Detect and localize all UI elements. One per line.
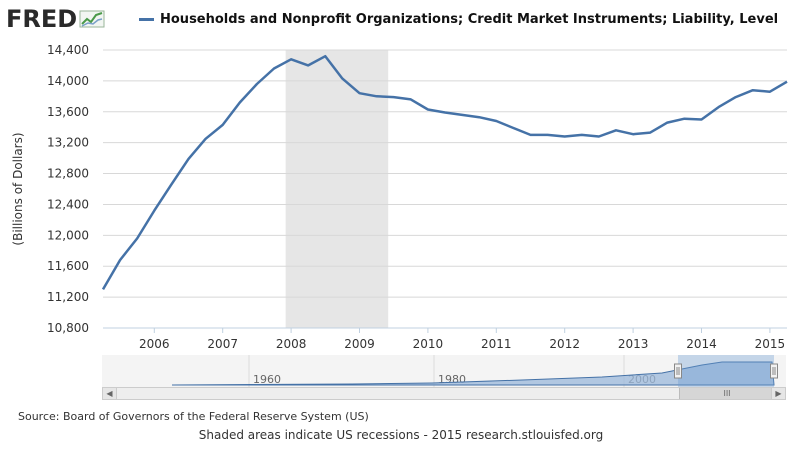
y-tick-label: 12,400	[47, 197, 89, 211]
source-text: Source: Board of Governors of the Federa…	[18, 410, 369, 423]
y-tick-label: 13,200	[47, 136, 89, 150]
x-tick-label: 2012	[549, 337, 580, 351]
x-tick-label: 2013	[618, 337, 649, 351]
navigator-handle	[770, 363, 778, 379]
x-tick-label: 2010	[413, 337, 444, 351]
legend-label: Households and Nonprofit Organizations; …	[160, 11, 779, 27]
y-tick-label: 14,000	[47, 74, 89, 88]
line-chart: 10,800 11,200 11,600 12,000 12,400 12,800 13,2…	[47, 43, 788, 351]
y-tick-label: 12,000	[47, 228, 89, 242]
fred-logo[interactable]: FRED	[6, 4, 105, 34]
logo-text: FRED	[6, 5, 78, 33]
y-tick-label: 12,800	[47, 167, 89, 181]
legend-swatch	[139, 17, 154, 21]
x-tick-label: 2008	[276, 337, 307, 351]
navigator[interactable]: 196019802000	[102, 355, 786, 387]
y-tick-label: 14,400	[47, 43, 89, 57]
x-tick-label: 2011	[481, 337, 512, 351]
chart-legend[interactable]: Households and Nonprofit Organizations; …	[139, 9, 778, 29]
x-tick-label: 2015	[755, 337, 786, 351]
scroll-left-arrow-icon[interactable]: ◀	[103, 388, 117, 399]
plot-area	[103, 50, 787, 328]
trend-line-icon	[79, 10, 105, 28]
scrollbar-thumb[interactable]: III	[679, 388, 775, 399]
x-tick-label: 2014	[686, 337, 717, 351]
navigator-tick-label: 1960	[253, 373, 281, 386]
y-tick-label: 13,600	[47, 105, 89, 119]
y-tick-label: 10,800	[47, 321, 89, 335]
navigator-selection	[678, 355, 774, 387]
navigator-handle	[674, 363, 682, 379]
x-tick-label: 2007	[207, 337, 238, 351]
scrollbar[interactable]: ◀ III ▶	[102, 387, 786, 400]
series-line	[101, 54, 788, 291]
x-tick-label: 2006	[139, 337, 170, 351]
scroll-right-arrow-icon[interactable]: ▶	[771, 388, 785, 399]
recession-note: Shaded areas indicate US recessions - 20…	[198, 428, 604, 442]
recession-band	[285, 50, 389, 328]
y-tick-label: 11,600	[47, 259, 89, 273]
y-tick-label: 11,200	[47, 290, 89, 304]
x-tick-label: 2009	[344, 337, 375, 351]
